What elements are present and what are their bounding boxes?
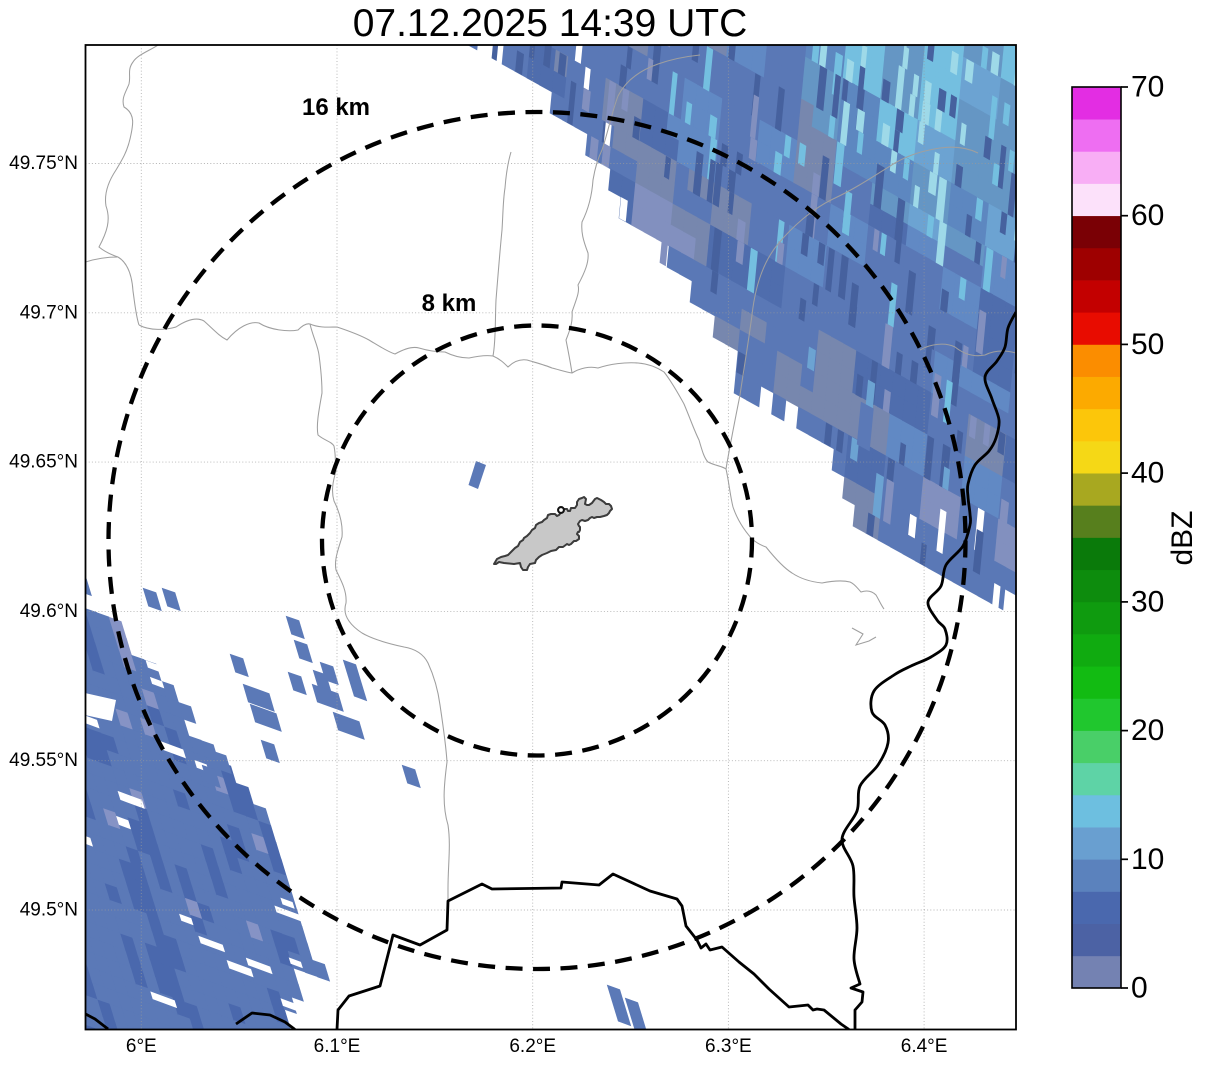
svg-text:20: 20 bbox=[1131, 714, 1164, 747]
svg-text:49.65°N: 49.65°N bbox=[9, 452, 78, 473]
svg-text:49.5°N: 49.5°N bbox=[20, 900, 78, 921]
svg-text:50: 50 bbox=[1131, 328, 1164, 361]
svg-text:16 km: 16 km bbox=[302, 94, 370, 121]
svg-text:49.7°N: 49.7°N bbox=[20, 302, 78, 323]
svg-text:6°E: 6°E bbox=[126, 1036, 157, 1057]
svg-text:6.1°E: 6.1°E bbox=[314, 1036, 361, 1057]
svg-text:49.75°N: 49.75°N bbox=[9, 153, 78, 174]
svg-text:8 km: 8 km bbox=[422, 290, 477, 317]
svg-text:07.12.2025 14:39 UTC: 07.12.2025 14:39 UTC bbox=[353, 2, 748, 45]
svg-text:30: 30 bbox=[1131, 585, 1164, 618]
svg-text:49.6°N: 49.6°N bbox=[20, 601, 78, 622]
svg-text:dBZ: dBZ bbox=[1166, 510, 1199, 565]
svg-text:70: 70 bbox=[1131, 71, 1164, 104]
svg-text:60: 60 bbox=[1131, 199, 1164, 232]
svg-text:6.4°E: 6.4°E bbox=[901, 1036, 948, 1057]
svg-text:0: 0 bbox=[1131, 972, 1148, 1005]
svg-text:6.3°E: 6.3°E bbox=[705, 1036, 752, 1057]
svg-text:49.55°N: 49.55°N bbox=[9, 750, 78, 771]
svg-text:40: 40 bbox=[1131, 457, 1164, 490]
svg-text:10: 10 bbox=[1131, 843, 1164, 876]
svg-text:6.2°E: 6.2°E bbox=[509, 1036, 556, 1057]
